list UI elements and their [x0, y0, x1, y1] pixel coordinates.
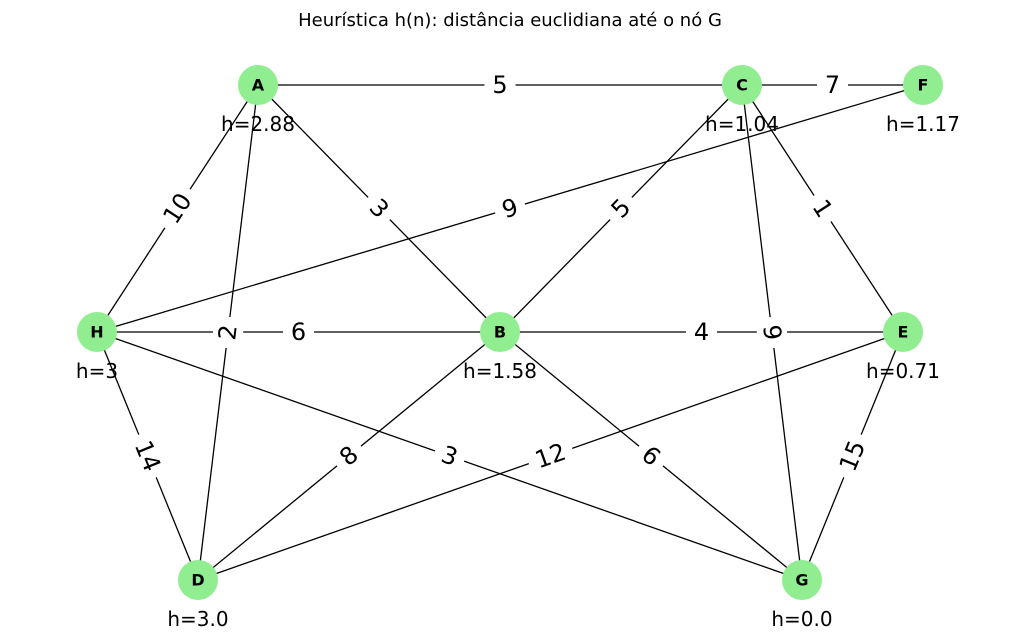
nodes-layer: Ah=2.88 Ch=1.04 Fh=1.17 Hh=3 Bh=1.58 Eh=0.71 D…: [76, 65, 960, 631]
edge-weight-background: [429, 436, 470, 476]
node-label-A: A: [252, 76, 265, 95]
heuristic-label-D: h=3.0: [167, 607, 228, 631]
edge-weight-background: [152, 181, 203, 236]
heuristic-label-H: h=3: [76, 359, 118, 383]
node-label-C: C: [736, 76, 748, 95]
edge-weight-C-E: 1: [801, 187, 844, 230]
edge-weight-background: [283, 317, 314, 347]
edge-weight-background: [599, 186, 643, 231]
heuristic-label-A: h=2.88: [221, 112, 295, 136]
node-label-D: D: [191, 571, 204, 590]
edge-weight-background: [327, 434, 371, 478]
heuristic-label-B: h=1.58: [463, 359, 537, 383]
edge-weight-label: 4: [694, 318, 709, 346]
edge-weight-C-G: 9: [755, 315, 789, 350]
edge-weight-A-C: 5: [484, 70, 516, 100]
edge-weight-background: [523, 434, 578, 478]
edge-weight-background: [357, 186, 401, 231]
node-E: [883, 312, 923, 352]
node-label-H: H: [90, 323, 103, 342]
node-B: [480, 312, 520, 352]
heuristic-label-E: h=0.71: [866, 359, 940, 383]
edge-weight-background: [755, 315, 789, 350]
edge-weight-E-G: 15: [829, 429, 876, 483]
node-G: [782, 560, 822, 600]
edge-weight-B-G: 6: [629, 434, 673, 478]
node-label-F: F: [918, 76, 929, 95]
node-D: [178, 560, 218, 600]
edge-weight-label: 9: [757, 323, 787, 342]
edge-weight-background: [490, 189, 530, 228]
edge-weight-background: [829, 429, 876, 483]
node-H: [77, 312, 117, 352]
node-F: [903, 65, 943, 105]
heuristic-label-G: h=0.0: [771, 607, 832, 631]
edge-weight-background: [817, 70, 848, 100]
edge-weight-B-E: 4: [686, 317, 717, 347]
edge-weight-H-D: 14: [124, 429, 171, 483]
edge-weight-B-D: 8: [327, 434, 371, 478]
node-C: [722, 65, 762, 105]
edge-weight-background: [124, 429, 171, 483]
edge-weight-A-H: 10: [152, 181, 203, 236]
node-label-B: B: [494, 323, 506, 342]
edge-weight-H-G: 3: [429, 436, 470, 476]
node-label-G: G: [795, 571, 808, 590]
edge-weight-H-B: 6: [283, 317, 314, 347]
edge-weight-background: [629, 434, 673, 478]
heuristic-label-C: h=1.04: [705, 112, 779, 136]
node-A: [238, 65, 278, 105]
chart-title: Heurística h(n): distância euclidiana at…: [298, 10, 722, 31]
edge-weight-background: [211, 315, 245, 350]
edge-weight-A-B: 3: [357, 186, 401, 231]
node-label-E: E: [898, 323, 909, 342]
edge-weight-C-F: 7: [817, 70, 848, 100]
edge-weight-C-B: 5: [599, 186, 643, 231]
edge-weight-label: 6: [291, 318, 306, 346]
edge-weight-background: [801, 187, 844, 230]
heuristic-label-F: h=1.17: [886, 112, 960, 136]
edge-weight-E-D: 12: [523, 434, 578, 478]
edge-weight-F-H: 9: [490, 189, 530, 228]
edge-weight-background: [686, 317, 717, 347]
edge-weight-background: [484, 70, 516, 100]
edge-weight-label: 7: [825, 71, 840, 99]
edge-weight-label: 5: [492, 71, 507, 99]
edge-weight-label: 2: [213, 323, 243, 342]
edge-weight-A-D: 2: [211, 315, 245, 350]
